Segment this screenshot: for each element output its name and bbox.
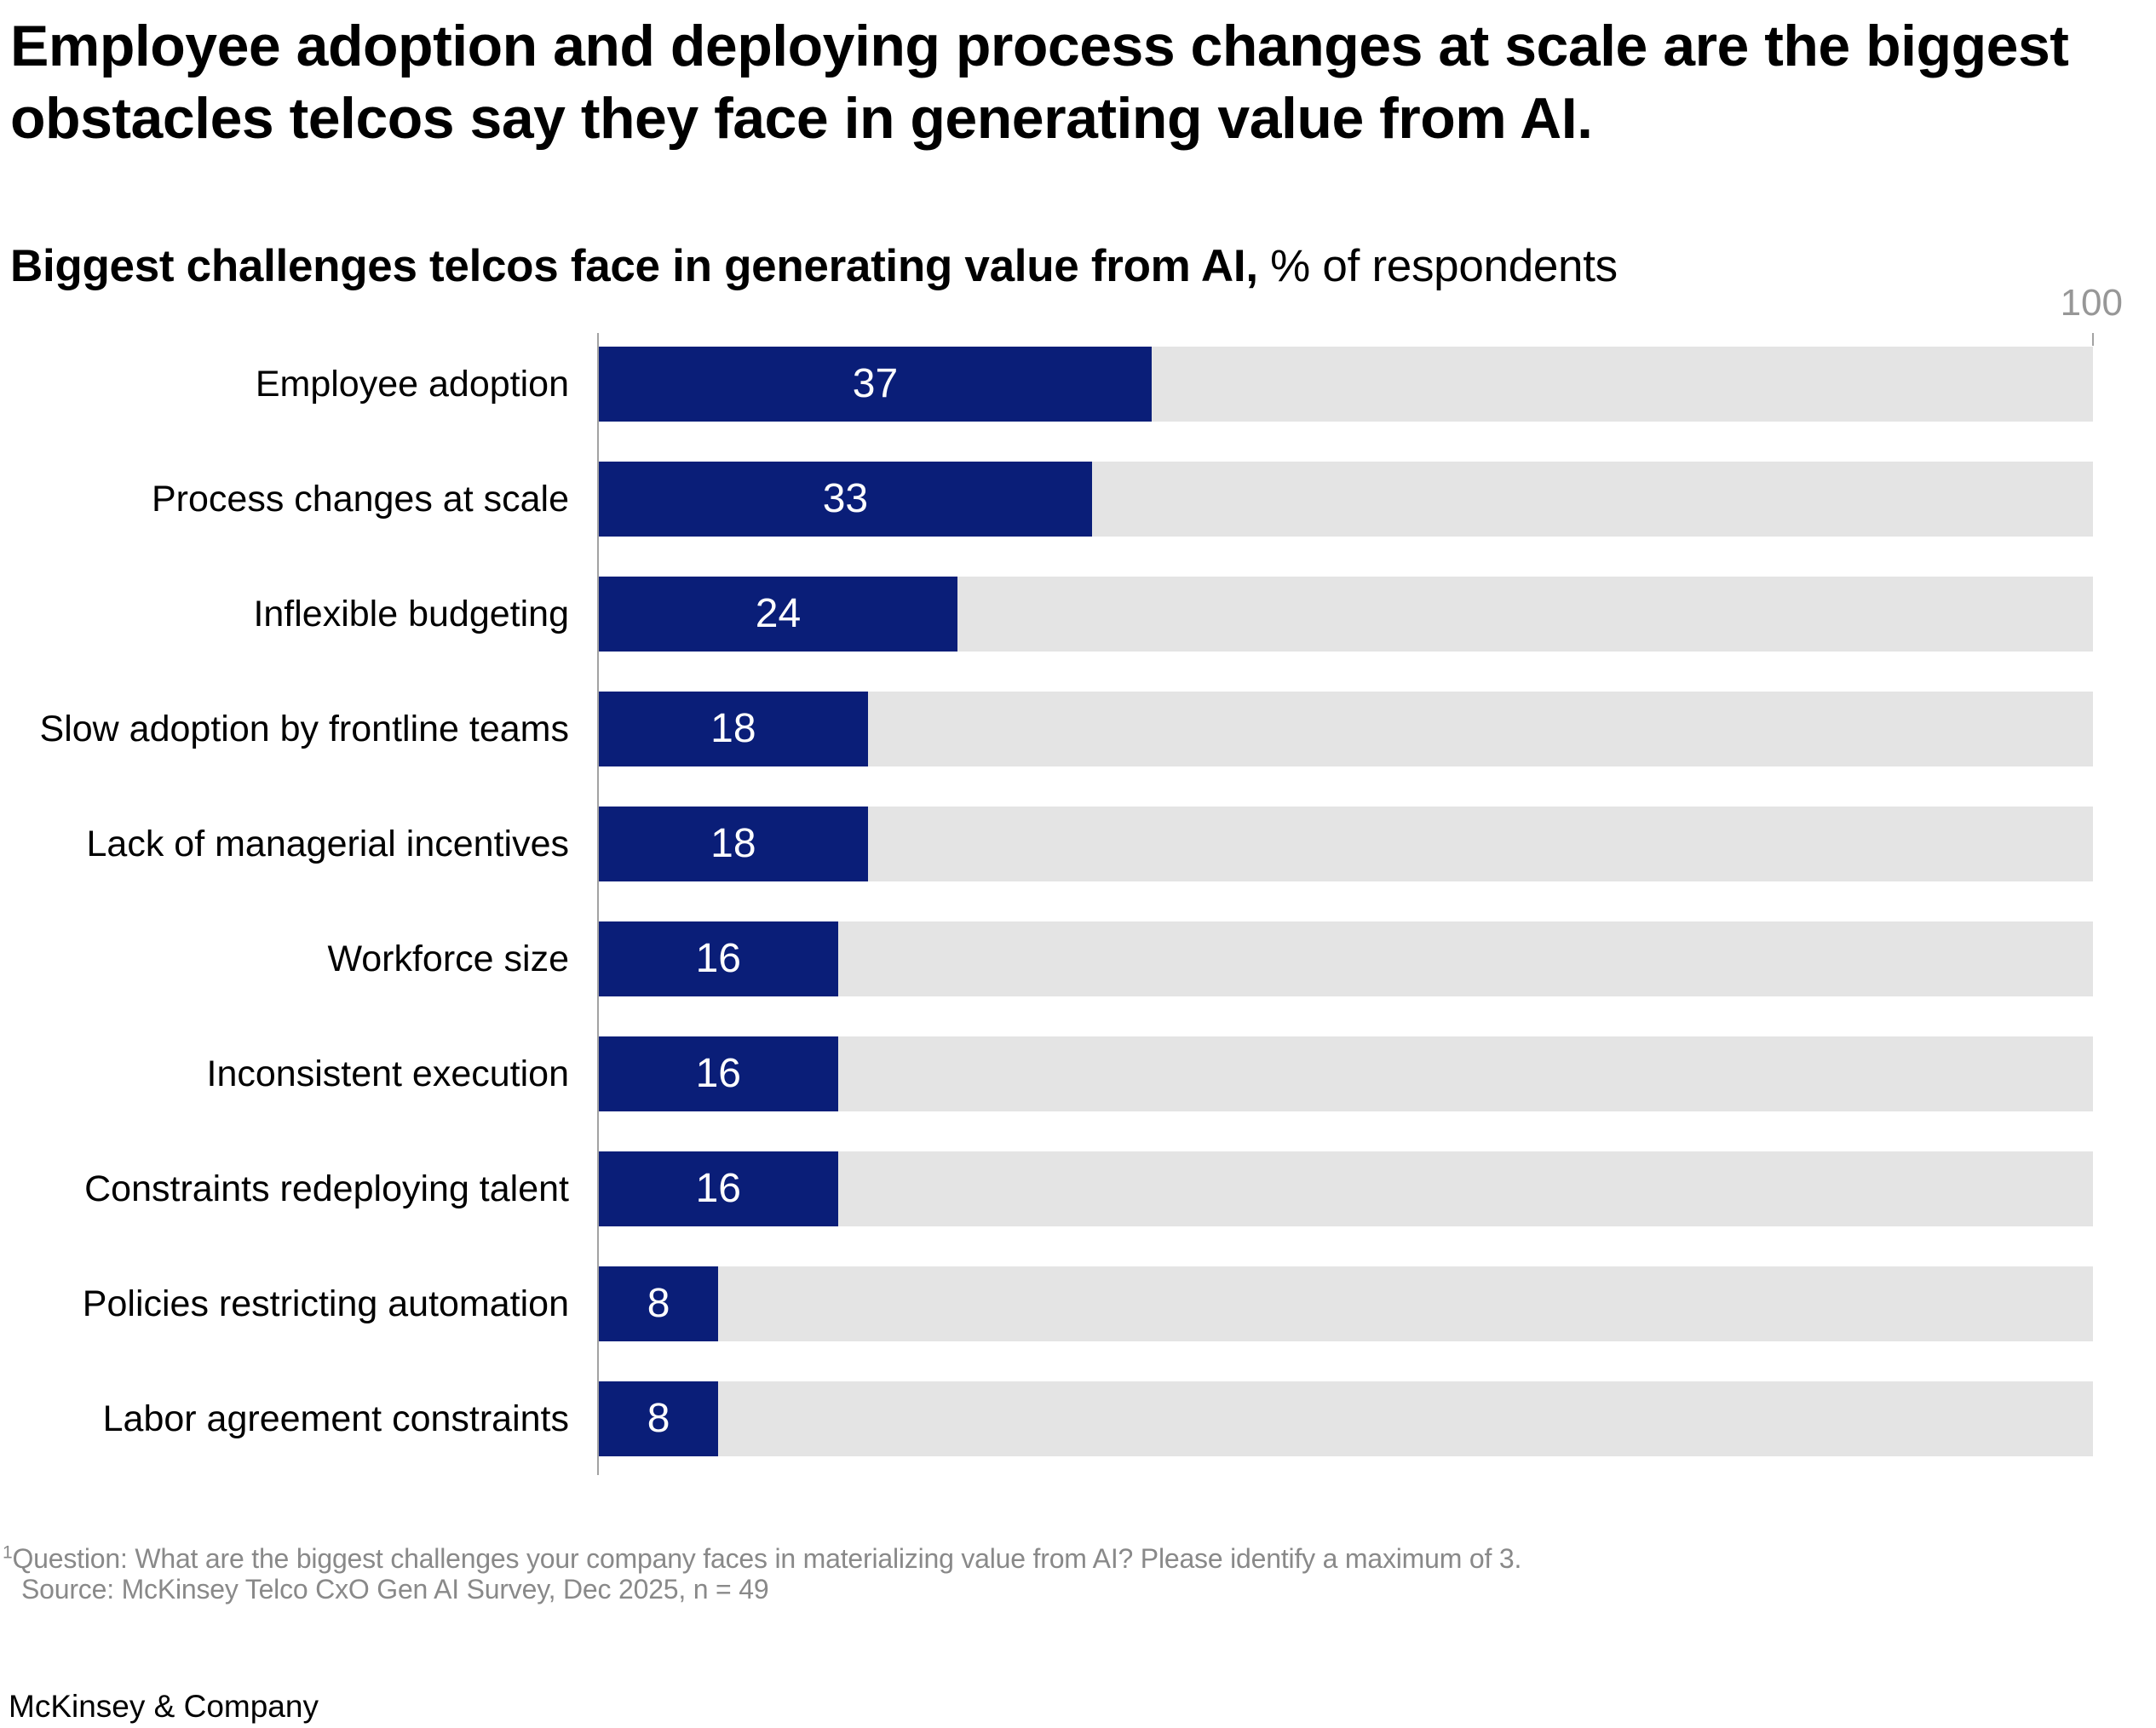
- x-axis-tick-100: [2092, 333, 2094, 346]
- category-label: Employee adoption: [255, 364, 569, 405]
- category-label: Labor agreement constraints: [102, 1398, 569, 1439]
- bar-value-label: 8: [647, 1396, 670, 1441]
- footnote: 1Question: What are the biggest challeng…: [3, 1543, 2141, 1605]
- chart-rows: Employee adoption 37 Process changes at sc…: [0, 347, 2156, 1496]
- bar-track: 18: [599, 807, 2093, 881]
- bar: 18: [599, 692, 868, 766]
- chart-row: Lack of managerial incentives 18: [0, 807, 2156, 881]
- chart-row: Inflexible budgeting 24: [0, 577, 2156, 652]
- bar-value-label: 16: [695, 1051, 741, 1096]
- bar-track: 16: [599, 1151, 2093, 1226]
- category-label: Inflexible budgeting: [253, 594, 569, 634]
- bar: 8: [599, 1381, 719, 1456]
- category-label: Process changes at scale: [152, 479, 569, 520]
- bar: 33: [599, 462, 1092, 537]
- bar: 24: [599, 577, 957, 652]
- bar: 37: [599, 347, 1152, 422]
- bar-value-label: 24: [755, 591, 802, 636]
- bar: 18: [599, 807, 868, 881]
- exhibit-title-line1: Employee adoption and deploying process …: [10, 14, 2069, 78]
- bar-track: 16: [599, 921, 2093, 996]
- bar-value-label: 18: [710, 706, 756, 751]
- chart-subtitle: Biggest challenges telcos face in genera…: [10, 240, 2148, 293]
- chart-row: Inconsistent execution 16: [0, 1036, 2156, 1111]
- chart-row: Constraints redeploying talent 16: [0, 1151, 2156, 1226]
- chart-row: Process changes at scale 33: [0, 462, 2156, 537]
- footnote-source: Source: McKinsey Telco CxO Gen AI Survey…: [21, 1574, 769, 1605]
- bar-track: 33: [599, 462, 2093, 537]
- category-label: Slow adoption by frontline teams: [39, 709, 569, 749]
- chart-row: Labor agreement constraints 8: [0, 1381, 2156, 1456]
- bar-track: 24: [599, 577, 2093, 652]
- footnote-question-text: Question: What are the biggest challenge…: [12, 1543, 1522, 1574]
- x-axis-max-label: 100: [2060, 282, 2123, 324]
- footnote-question: 1Question: What are the biggest challeng…: [3, 1543, 2141, 1574]
- chart-subtitle-bold: Biggest challenges telcos face in genera…: [10, 241, 1258, 291]
- category-label: Constraints redeploying talent: [84, 1168, 569, 1209]
- bar-value-label: 37: [852, 361, 899, 406]
- y-axis-line: [597, 333, 599, 1475]
- bar-value-label: 33: [822, 476, 869, 521]
- exhibit-title: Employee adoption and deploying process …: [10, 10, 2148, 155]
- footnote-superscript: 1: [3, 1542, 13, 1563]
- bar-value-label: 18: [710, 821, 756, 866]
- chart-subtitle-units: % of respondents: [1257, 241, 1618, 291]
- bar-value-label: 8: [647, 1281, 670, 1326]
- chart-row: Employee adoption 37: [0, 347, 2156, 422]
- chart-row: Policies restricting automation 8: [0, 1266, 2156, 1341]
- category-label: Policies restricting automation: [82, 1283, 569, 1324]
- bar-track: 18: [599, 692, 2093, 766]
- chart-row: Workforce size 16: [0, 921, 2156, 996]
- bar-value-label: 16: [695, 936, 741, 981]
- bar: 16: [599, 921, 838, 996]
- mckinsey-company-wordmark: McKinsey & Company: [9, 1689, 319, 1724]
- bar: 16: [599, 1151, 838, 1226]
- bar-track: 8: [599, 1266, 2093, 1341]
- bar-track: 16: [599, 1036, 2093, 1111]
- category-label: Workforce size: [327, 939, 569, 979]
- bar-track: 8: [599, 1381, 2093, 1456]
- bar-track: 37: [599, 347, 2093, 422]
- exhibit-title-line2: obstacles telcos say they face in genera…: [10, 86, 1593, 151]
- chart-row: Slow adoption by frontline teams 18: [0, 692, 2156, 766]
- category-label: Inconsistent execution: [206, 1053, 570, 1094]
- category-label: Lack of managerial incentives: [86, 824, 569, 864]
- bar: 16: [599, 1036, 838, 1111]
- bar-value-label: 16: [695, 1166, 741, 1211]
- bar: 8: [599, 1266, 719, 1341]
